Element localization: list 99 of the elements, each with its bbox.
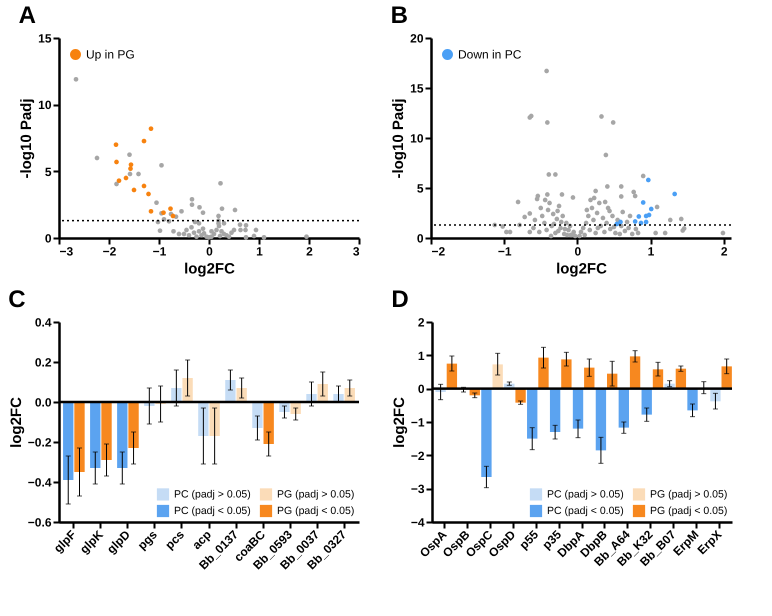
point bbox=[644, 214, 648, 218]
point bbox=[614, 222, 620, 226]
chart-title: A bbox=[18, 2, 36, 29]
x-tick-label: −1 bbox=[498, 244, 512, 258]
bar bbox=[618, 388, 629, 428]
x-axis-title: log2FC bbox=[184, 260, 236, 278]
x-tick-label: 0 bbox=[574, 244, 582, 258]
y-axis-title: log2FC bbox=[8, 396, 25, 448]
legend-label: Up in PG bbox=[86, 48, 135, 62]
chart-title: B bbox=[390, 2, 408, 29]
x-tick-label: −3 bbox=[60, 244, 74, 258]
x-tick-label: 0 bbox=[206, 244, 214, 258]
legend-label: PG (padj < 0.05) bbox=[650, 505, 728, 517]
x-axis-title: log2FC bbox=[556, 260, 608, 278]
y-tick-label: −4 bbox=[410, 516, 425, 530]
y-tick-label: 2 bbox=[418, 316, 425, 330]
bar bbox=[117, 402, 128, 468]
legend-label: PC (padj < 0.05) bbox=[547, 505, 624, 517]
y-tick-label: 20 bbox=[410, 32, 424, 46]
point bbox=[646, 178, 651, 182]
x-tick-label: 1 bbox=[648, 244, 655, 258]
bar bbox=[642, 388, 652, 415]
chart-title: D bbox=[391, 286, 409, 313]
y-tick-label: 0 bbox=[416, 232, 424, 246]
point bbox=[128, 162, 134, 168]
x-tick-label: 3 bbox=[352, 244, 360, 258]
chart-title: C bbox=[8, 286, 26, 313]
legend-label: PC (padj > 0.05) bbox=[547, 488, 624, 500]
point bbox=[116, 178, 122, 184]
y-tick-label: 15 bbox=[38, 32, 52, 46]
legend-label: PG (padj > 0.05) bbox=[650, 488, 728, 500]
bar bbox=[481, 388, 492, 477]
x-tick-label: 2 bbox=[306, 244, 314, 258]
bar bbox=[676, 368, 686, 389]
y-tick-label: 1 bbox=[418, 348, 425, 363]
y-tick-label: 10 bbox=[410, 132, 424, 146]
bar bbox=[90, 402, 100, 468]
y-axis-title: -log10 Padj bbox=[18, 98, 36, 179]
bar bbox=[264, 402, 274, 444]
point bbox=[648, 206, 654, 212]
x-tick-label: pgs bbox=[134, 527, 160, 553]
y-tick-label: −2 bbox=[410, 448, 425, 463]
legend-label: PG (padj < 0.05) bbox=[277, 505, 354, 517]
bar bbox=[446, 364, 458, 389]
x-tick-label: −2 bbox=[432, 244, 446, 258]
x-tick-label: 1 bbox=[256, 244, 264, 258]
point bbox=[638, 220, 644, 226]
point bbox=[672, 192, 678, 196]
y-tick-label: 5 bbox=[44, 164, 52, 179]
point bbox=[124, 176, 128, 180]
y-tick-label: −1 bbox=[410, 416, 425, 430]
bar bbox=[596, 388, 606, 450]
point bbox=[142, 138, 146, 144]
bar bbox=[630, 356, 640, 389]
y-tick-label: 5 bbox=[416, 182, 424, 196]
point bbox=[618, 220, 623, 224]
y-tick-label: 0 bbox=[418, 382, 425, 396]
bar bbox=[572, 388, 584, 429]
x-tick-label: −1 bbox=[152, 244, 167, 258]
point bbox=[132, 188, 136, 192]
x-tick-label: 2 bbox=[720, 244, 728, 258]
x-tick-label: pcs bbox=[162, 527, 188, 552]
y-tick-label: 0.2 bbox=[34, 356, 52, 370]
point bbox=[146, 192, 151, 196]
point bbox=[114, 142, 118, 148]
y-tick-label: 0 bbox=[44, 232, 52, 246]
point bbox=[148, 126, 154, 132]
y-tick-label: 0.0 bbox=[34, 396, 52, 410]
y-axis-title: log2FC bbox=[390, 396, 408, 448]
legend-label: Down in PC bbox=[458, 48, 522, 62]
point bbox=[632, 219, 638, 224]
y-tick-label: −0.4 bbox=[28, 476, 52, 490]
point bbox=[148, 208, 154, 214]
legend-label: PC (padj < 0.05) bbox=[174, 505, 251, 517]
bar bbox=[74, 402, 85, 472]
bar bbox=[550, 388, 560, 432]
x-tick-label: −2 bbox=[102, 244, 117, 258]
y-tick-label: 15 bbox=[410, 82, 424, 96]
point bbox=[636, 214, 642, 219]
y-tick-label: −0.6 bbox=[28, 516, 52, 530]
point bbox=[644, 220, 648, 224]
point bbox=[142, 184, 146, 188]
y-axis-title: -log10 Padj bbox=[390, 98, 408, 179]
y-tick-label: 10 bbox=[38, 98, 52, 112]
legend-label: PC (padj > 0.05) bbox=[174, 488, 251, 500]
bar bbox=[561, 359, 572, 389]
bar bbox=[101, 402, 112, 460]
bar bbox=[63, 402, 74, 480]
y-tick-label: −3 bbox=[410, 482, 425, 496]
point bbox=[640, 200, 646, 205]
point bbox=[114, 160, 119, 164]
bar bbox=[128, 402, 139, 448]
point bbox=[128, 166, 133, 172]
legend-label: PG (padj > 0.05) bbox=[277, 488, 354, 500]
y-tick-label: −0.2 bbox=[28, 436, 52, 450]
y-tick-label: 0.4 bbox=[34, 316, 52, 330]
bar bbox=[527, 388, 538, 439]
bar bbox=[538, 358, 549, 389]
point bbox=[168, 206, 173, 212]
